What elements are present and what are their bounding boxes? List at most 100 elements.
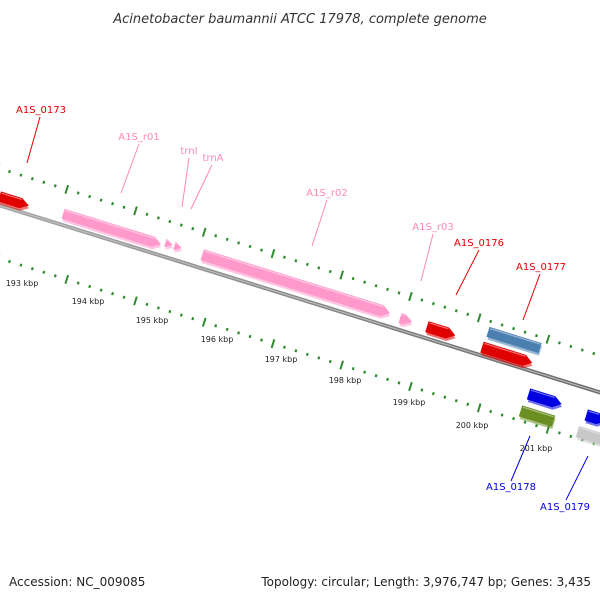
inner-minor-tick bbox=[156, 306, 160, 310]
map-title: Acinetobacter baumannii ATCC 17978, comp… bbox=[112, 12, 487, 27]
backbone-highlight bbox=[0, 205, 600, 393]
feature-arrow-trna bbox=[173, 241, 183, 253]
inner-minor-tick bbox=[179, 313, 183, 317]
inner-minor-tick bbox=[282, 345, 286, 349]
inner-minor-tick bbox=[557, 431, 561, 435]
inner-minor-tick bbox=[30, 267, 34, 271]
inner-minor-tick bbox=[88, 284, 92, 289]
inner-minor-tick bbox=[305, 352, 309, 357]
feature-label-trna: trnA bbox=[202, 153, 223, 164]
outer-minor-tick bbox=[76, 191, 80, 195]
outer-minor-tick bbox=[317, 266, 321, 270]
leader-line-trna bbox=[190, 164, 213, 210]
outer-minor-tick bbox=[168, 219, 172, 224]
inner-minor-tick bbox=[214, 324, 218, 328]
outer-minor-tick bbox=[569, 344, 573, 349]
outer-major-tick bbox=[133, 206, 138, 216]
outer-minor-tick bbox=[156, 216, 160, 220]
inner-minor-tick bbox=[19, 263, 23, 267]
outer-minor-tick bbox=[431, 301, 435, 306]
feature-arrow-a1s-r02-body bbox=[200, 249, 390, 317]
inner-minor-tick bbox=[351, 366, 355, 371]
inner-minor-tick bbox=[76, 281, 80, 285]
inner-minor-tick bbox=[431, 391, 435, 396]
feature-arrow-other-blue bbox=[486, 326, 542, 356]
outer-minor-tick bbox=[386, 287, 390, 291]
scale-label-196: 196 kbp bbox=[201, 335, 234, 344]
inner-minor-tick bbox=[363, 370, 367, 374]
scale-label-195: 195 kbp bbox=[136, 316, 169, 325]
feature-arrow-a1s-r03 bbox=[398, 313, 413, 328]
leader-line-trni bbox=[181, 157, 190, 208]
outer-minor-tick bbox=[420, 298, 424, 302]
feature-arrow-other-blue-body bbox=[486, 326, 542, 354]
outer-minor-tick bbox=[88, 194, 92, 199]
leader-line-a1s-0176 bbox=[455, 249, 480, 296]
feature-arrow-other-gray-highlight bbox=[579, 427, 600, 437]
feature-arrow-a1s-0173-highlight bbox=[1, 192, 22, 201]
feature-arrow-other-gray bbox=[575, 425, 600, 449]
feature-arrow-a1s-0178 bbox=[526, 388, 562, 410]
feature-arrow-a1s-0179-highlight bbox=[588, 410, 600, 416]
feature-arrow-a1s-0178-body bbox=[526, 388, 562, 408]
feature-arrow-trni bbox=[164, 238, 174, 250]
feature-label-a1s-0173: A1S_0173 bbox=[16, 105, 66, 116]
outer-minor-tick bbox=[305, 262, 309, 267]
scale-label-197: 197 kbp bbox=[265, 355, 298, 364]
feature-arrow-a1s-0176-highlight bbox=[429, 322, 449, 330]
outer-minor-tick bbox=[512, 326, 516, 331]
outer-minor-tick bbox=[454, 309, 458, 313]
inner-minor-tick bbox=[535, 424, 538, 428]
feature-arrow-a1s-0176-body bbox=[425, 321, 456, 339]
inner-minor-tick bbox=[523, 420, 527, 424]
outer-minor-tick bbox=[111, 202, 115, 206]
feature-arrow-a1s-0173 bbox=[0, 191, 30, 211]
leader-line-a1s-0177 bbox=[522, 273, 541, 321]
outer-major-tick bbox=[545, 334, 551, 344]
inner-minor-tick bbox=[168, 309, 172, 314]
feature-arrow-trni-body bbox=[164, 238, 173, 248]
outer-tick-ruler bbox=[0, 163, 596, 356]
feature-arrow-a1s-r03-highlight bbox=[402, 314, 406, 317]
inner-minor-tick bbox=[397, 381, 401, 385]
outer-minor-tick bbox=[7, 169, 11, 174]
inner-major-tick bbox=[476, 403, 482, 413]
leader-line-a1s-0178 bbox=[510, 435, 531, 482]
feature-arrow-a1s-0176 bbox=[425, 321, 456, 342]
outer-minor-tick bbox=[122, 205, 126, 209]
inner-minor-tick bbox=[294, 349, 298, 353]
outer-minor-tick bbox=[557, 341, 561, 345]
outer-minor-tick bbox=[237, 241, 241, 245]
inner-major-tick bbox=[64, 274, 70, 285]
outer-minor-tick bbox=[523, 330, 527, 334]
outer-minor-tick bbox=[489, 319, 493, 324]
inner-minor-tick bbox=[145, 302, 149, 307]
inner-minor-tick bbox=[7, 259, 11, 264]
outer-major-tick bbox=[270, 249, 276, 259]
feature-label-a1s-r01: A1S_r01 bbox=[118, 132, 159, 143]
feature-arrow-a1s-0177-highlight bbox=[484, 342, 526, 357]
inner-major-tick bbox=[339, 360, 345, 370]
inner-minor-tick bbox=[374, 374, 378, 378]
feature-arrow-a1s-r01 bbox=[61, 208, 162, 250]
inner-minor-tick bbox=[191, 317, 195, 321]
scale-label-201: 201 kbp bbox=[520, 444, 553, 453]
outer-minor-tick bbox=[443, 305, 447, 309]
feature-label-layer: A1S_0173A1S_r01trnItrnAA1S_r02A1S_r03A1S… bbox=[16, 105, 590, 513]
inner-minor-tick bbox=[225, 327, 229, 332]
feature-label-a1s-0178: A1S_0178 bbox=[486, 482, 536, 493]
outer-minor-tick bbox=[592, 351, 596, 356]
leader-line-a1s-0179 bbox=[565, 455, 589, 501]
scale-label-199: 199 kbp bbox=[393, 398, 426, 407]
outer-minor-tick bbox=[42, 180, 46, 184]
inner-minor-tick bbox=[317, 356, 321, 360]
inner-minor-tick bbox=[454, 399, 458, 403]
outer-major-tick bbox=[408, 291, 413, 302]
outer-major-tick bbox=[201, 227, 207, 237]
leader-line-a1s-r03 bbox=[420, 233, 434, 282]
outer-minor-tick bbox=[351, 276, 355, 281]
inner-major-tick bbox=[201, 317, 207, 327]
feature-arrow-other-green bbox=[518, 405, 556, 430]
outer-minor-tick bbox=[225, 237, 229, 242]
